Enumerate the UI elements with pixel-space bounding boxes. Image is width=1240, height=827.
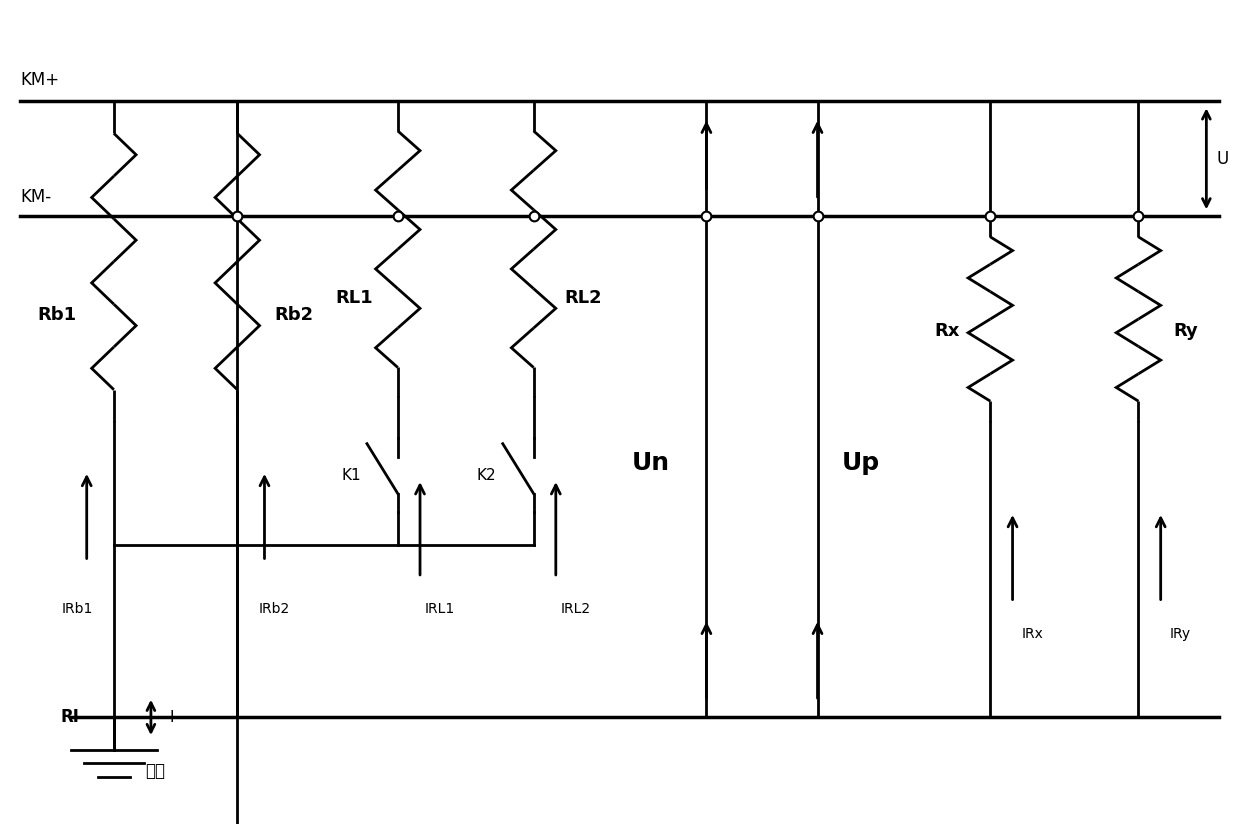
- Text: IRb2: IRb2: [259, 602, 290, 616]
- Text: K1: K1: [341, 467, 361, 483]
- Text: U: U: [1216, 150, 1229, 168]
- Text: RL2: RL2: [564, 289, 603, 308]
- Text: Un: Un: [631, 451, 670, 475]
- Text: RL1: RL1: [336, 289, 373, 308]
- Text: RI: RI: [61, 709, 79, 726]
- Text: Rx: Rx: [934, 323, 960, 341]
- Text: 大地: 大地: [145, 762, 165, 780]
- Text: KM-: KM-: [20, 189, 51, 207]
- Text: I: I: [170, 710, 174, 725]
- Text: IRx: IRx: [1022, 627, 1043, 641]
- Text: Rb1: Rb1: [37, 306, 77, 324]
- Text: IRb1: IRb1: [61, 602, 93, 616]
- Text: IRy: IRy: [1169, 627, 1190, 641]
- Text: Rb2: Rb2: [274, 306, 314, 324]
- Text: K2: K2: [477, 467, 496, 483]
- Text: Up: Up: [842, 451, 880, 475]
- Text: IRL2: IRL2: [560, 602, 591, 616]
- Text: IRL1: IRL1: [425, 602, 455, 616]
- Text: KM+: KM+: [20, 71, 60, 89]
- Text: Ry: Ry: [1173, 323, 1198, 341]
